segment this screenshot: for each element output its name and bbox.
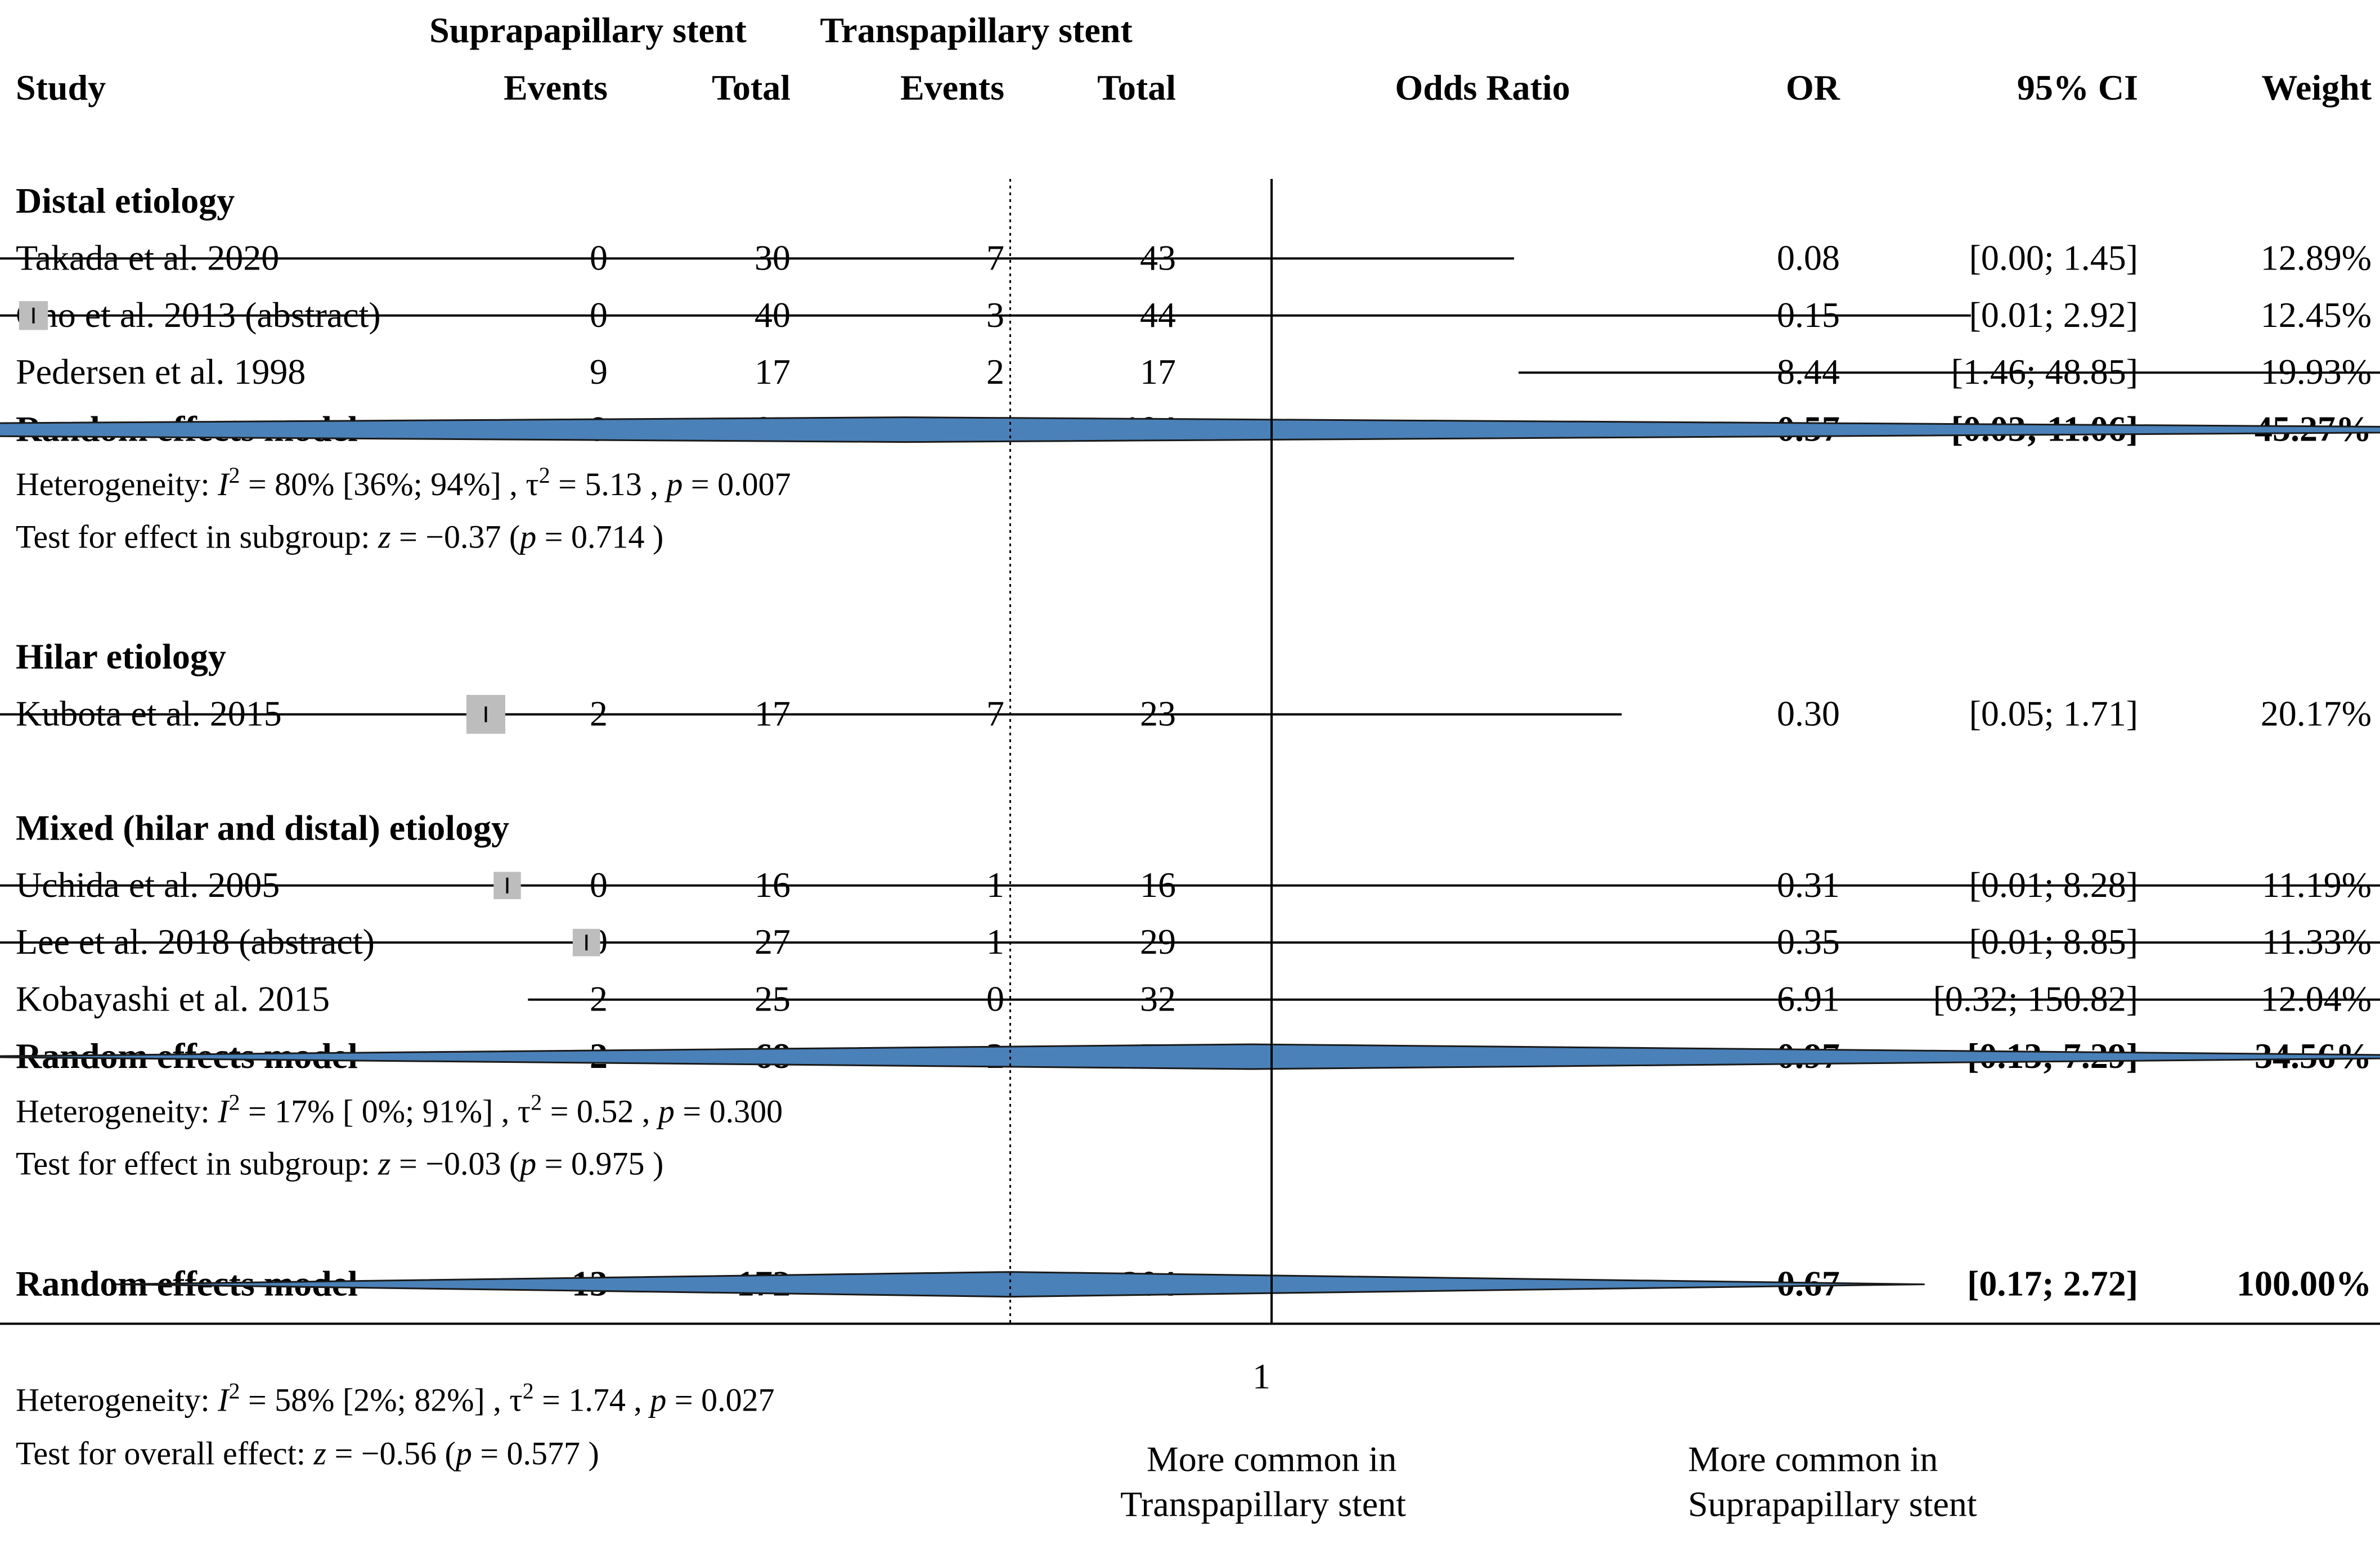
header-events-experimental: Events — [504, 68, 608, 107]
header-total-control: Total — [1097, 68, 1176, 107]
subgroup-effect-test: Test for effect in subgroup: z = −0.37 (… — [16, 518, 663, 555]
subgroup-heterogeneity: Heterogeneity: I2 = 17% [ 0%; 91%] , τ2 … — [16, 1089, 783, 1130]
study-total-experimental: 17 — [755, 352, 791, 392]
favours-right-line2: Suprapapillary stent — [1688, 1484, 1977, 1524]
favours-left-line2: Transpapillary stent — [1120, 1484, 1406, 1524]
group-header-experimental: Suprapapillary stent — [429, 10, 747, 50]
x-tick-label: 1 — [1252, 1357, 1270, 1397]
header-ci: 95% CI — [2017, 68, 2138, 107]
header-total-experimental: Total — [712, 68, 791, 107]
favours-right-line1: More common in — [1688, 1439, 1938, 1479]
study-or-value: 0.30 — [1777, 694, 1840, 734]
favours-left-line1: More common in — [1147, 1439, 1396, 1479]
pooled-weight-value: 100.00% — [2237, 1264, 2372, 1304]
plot-area: 0.010.1110100More common inTranspapillar… — [0, 179, 2380, 1524]
subgroup-header: Distal etiology — [16, 181, 235, 221]
subgroup-header: Hilar etiology — [16, 636, 226, 676]
study-weight-value: 20.17% — [2261, 694, 2372, 734]
study-weight-value: 12.89% — [2261, 237, 2372, 277]
study-ci-value: [0.01; 2.92] — [1969, 295, 2138, 335]
study-name: Kobayashi et al. 2015 — [16, 979, 330, 1019]
header-or: OR — [1786, 68, 1840, 107]
header-study: Study — [16, 68, 106, 107]
subgroup-effect-test: Test for effect in subgroup: z = −0.03 (… — [16, 1146, 663, 1182]
pooled-ci-value: [0.17; 2.72] — [1967, 1264, 2138, 1304]
overall-heterogeneity: Heterogeneity: I2 = 58% [2%; 82%] , τ2 =… — [16, 1378, 775, 1418]
study-events-experimental: 9 — [590, 352, 608, 392]
header-events-control: Events — [900, 68, 1004, 107]
pooled-diamond — [0, 1043, 2380, 1070]
study-total-control: 17 — [1140, 352, 1176, 392]
overall-effect-test: Test for overall effect: z = −0.56 (p = … — [16, 1435, 599, 1472]
header-weight: Weight — [2261, 68, 2372, 107]
column-headers: Suprapapillary stent Transpapillary stent… — [16, 10, 2372, 107]
study-name: Pedersen et al. 1998 — [16, 352, 306, 392]
subgroup-header: Mixed (hilar and distal) etiology — [16, 807, 509, 847]
study-or-value: 0.08 — [1777, 237, 1840, 277]
pooled-diamond — [115, 1271, 1925, 1298]
study-events-control: 2 — [986, 352, 1004, 392]
study-ci-value: [0.00; 1.45] — [1969, 237, 2138, 277]
subgroup-heterogeneity: Heterogeneity: I2 = 80% [36%; 94%] , τ2 … — [16, 463, 791, 503]
group-header-control: Transpapillary stent — [820, 10, 1133, 50]
study-ci-value: [0.05; 1.71] — [1969, 694, 2138, 734]
header-odds-ratio: Odds Ratio — [1395, 68, 1570, 107]
study-weight-value: 12.45% — [2261, 295, 2372, 335]
pooled-diamond — [0, 416, 2380, 443]
